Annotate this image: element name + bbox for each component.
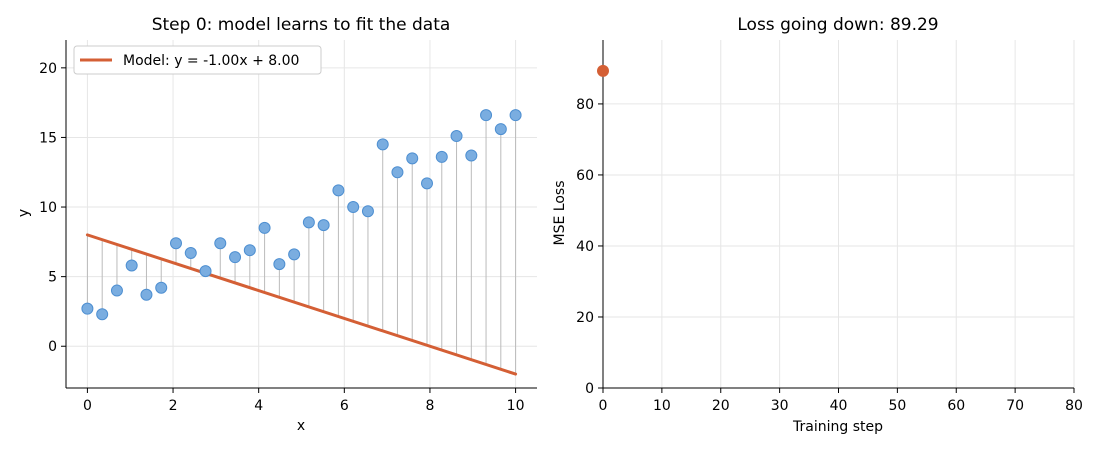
data-point bbox=[317, 219, 330, 232]
loss-chart-xlabel: Training step bbox=[792, 419, 883, 435]
data-point bbox=[435, 150, 448, 163]
loss-point bbox=[597, 64, 609, 77]
model-line bbox=[85, 233, 518, 376]
data-point bbox=[332, 184, 345, 197]
data-point bbox=[302, 216, 315, 229]
data-point bbox=[96, 308, 109, 321]
data-point bbox=[155, 281, 168, 294]
y-tick-label: 80 bbox=[576, 97, 594, 113]
data-point bbox=[509, 109, 522, 122]
data-point bbox=[258, 221, 271, 234]
data-point bbox=[361, 205, 374, 218]
x-tick-label: 10 bbox=[653, 398, 671, 414]
loss-chart-ylabel: MSE Loss bbox=[552, 181, 568, 246]
data-point bbox=[110, 284, 123, 297]
data-point bbox=[273, 258, 286, 271]
data-point bbox=[376, 138, 389, 151]
data-point bbox=[347, 201, 360, 214]
fit-chart: 0 2 4 6 8 10 0 5 10 15 20 Step 0: model learns to … bbox=[16, 15, 537, 434]
y-tick-label: 60 bbox=[576, 168, 594, 184]
data-point bbox=[125, 259, 138, 272]
x-tick-label: 10 bbox=[507, 398, 525, 414]
y-tick-label: 20 bbox=[39, 61, 57, 77]
y-tick-label: 15 bbox=[39, 130, 57, 146]
y-tick-label: 0 bbox=[48, 339, 57, 355]
fit-chart-title: Step 0: model learns to fit the data bbox=[152, 15, 451, 35]
loss-chart: 0 10 20 30 40 50 60 70 80 0 20 40 60 80 Loss going do… bbox=[552, 15, 1083, 435]
data-point bbox=[406, 152, 419, 165]
model-line-group bbox=[85, 233, 518, 376]
loss-points bbox=[597, 64, 609, 77]
y-tick-label: 20 bbox=[576, 310, 594, 326]
data-point bbox=[243, 244, 256, 257]
data-point bbox=[391, 166, 404, 179]
x-tick-label: 30 bbox=[771, 398, 789, 414]
data-point bbox=[214, 237, 227, 250]
data-point bbox=[140, 288, 153, 301]
x-tick-label: 4 bbox=[254, 398, 263, 414]
x-tick-label: 50 bbox=[888, 398, 906, 414]
fit-chart-ylabel: y bbox=[16, 209, 32, 217]
legend-box bbox=[73, 45, 322, 75]
data-point bbox=[184, 246, 197, 259]
legend-label: Model: y = -1.00x + 8.00 bbox=[123, 53, 299, 69]
y-tick-label: 40 bbox=[576, 239, 594, 255]
y-tick-label: 10 bbox=[39, 200, 57, 216]
data-point bbox=[288, 248, 301, 261]
data-point bbox=[199, 265, 212, 278]
data-point bbox=[81, 302, 94, 315]
x-tick-label: 0 bbox=[83, 398, 92, 414]
data-point bbox=[169, 237, 182, 250]
x-tick-label: 8 bbox=[425, 398, 434, 414]
fit-chart-xlabel: x bbox=[297, 418, 305, 434]
loss-chart-ticks: 0 10 20 30 40 50 60 70 80 0 20 40 60 80 bbox=[576, 97, 1083, 414]
x-tick-label: 80 bbox=[1065, 398, 1083, 414]
x-tick-label: 20 bbox=[712, 398, 730, 414]
fit-chart-axes bbox=[65, 40, 537, 389]
x-tick-label: 70 bbox=[1006, 398, 1024, 414]
y-tick-label: 5 bbox=[48, 270, 57, 286]
y-tick-label: 0 bbox=[585, 381, 594, 397]
data-point bbox=[450, 130, 463, 143]
residual-lines bbox=[86, 115, 517, 375]
data-point bbox=[480, 109, 493, 122]
x-tick-label: 6 bbox=[340, 398, 349, 414]
loss-chart-title: Loss going down: 89.29 bbox=[737, 15, 938, 35]
fit-chart-ticks: 0 2 4 6 8 10 0 5 10 15 20 bbox=[39, 61, 524, 414]
data-points bbox=[81, 109, 522, 321]
data-point bbox=[421, 177, 434, 190]
x-tick-label: 0 bbox=[599, 398, 608, 414]
data-point bbox=[229, 251, 242, 264]
data-point bbox=[465, 149, 478, 162]
x-tick-label: 60 bbox=[947, 398, 965, 414]
fit-chart-grid bbox=[66, 40, 537, 388]
x-tick-label: 40 bbox=[830, 398, 848, 414]
data-point bbox=[494, 123, 507, 136]
legend: Model: y = -1.00x + 8.00 bbox=[73, 45, 322, 75]
loss-chart-grid bbox=[602, 40, 1075, 389]
x-tick-label: 2 bbox=[169, 398, 178, 414]
